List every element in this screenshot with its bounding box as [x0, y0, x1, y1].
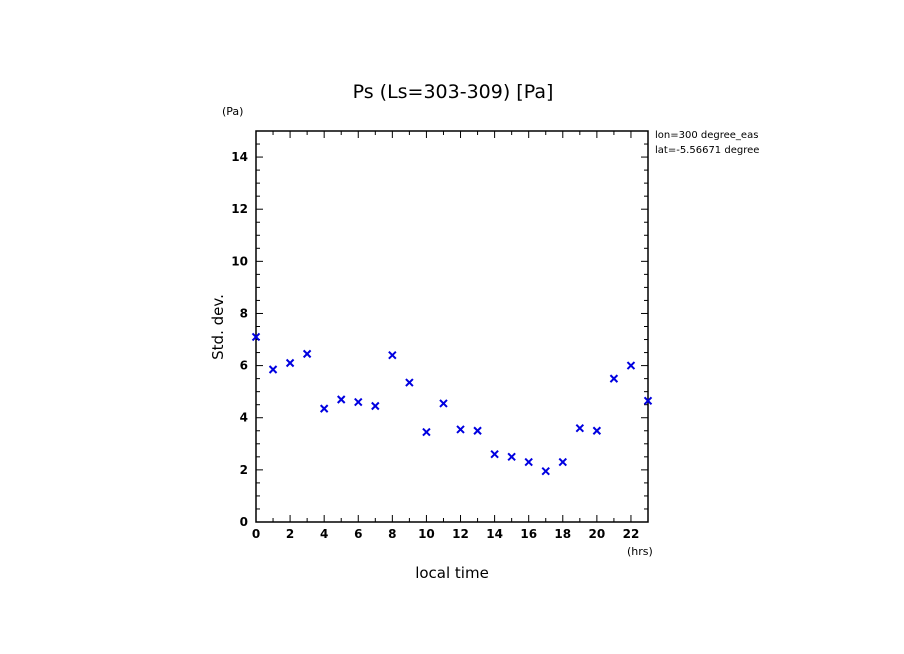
data-point-stroke	[541, 466, 550, 476]
data-point	[268, 365, 278, 374]
annotation-lon: lon=300 degree_eas	[655, 130, 758, 141]
x-tick-label: 8	[388, 527, 396, 541]
x-axis-title: local time	[415, 564, 489, 582]
data-point-stroke	[319, 404, 329, 413]
data-point	[371, 401, 380, 411]
data-point-stroke	[473, 426, 482, 435]
data-point	[405, 378, 414, 387]
data-point-stroke	[575, 423, 585, 433]
x-tick-label: 10	[418, 527, 435, 541]
y-tick-label: 8	[240, 306, 248, 320]
data-point	[609, 374, 619, 383]
data-point	[302, 349, 312, 359]
x-tick-label: 14	[486, 527, 503, 541]
data-point-stroke	[354, 397, 363, 407]
data-point	[354, 397, 363, 407]
x-tick-label: 2	[286, 527, 294, 541]
x-tick-label: 12	[452, 527, 469, 541]
data-point-stroke	[558, 457, 567, 467]
data-point	[541, 466, 550, 476]
data-point	[251, 332, 261, 342]
data-point-stroke	[268, 365, 278, 374]
data-point	[626, 361, 636, 370]
data-point-stroke	[456, 425, 465, 434]
y-tick-label: 4	[240, 411, 248, 425]
data-point	[285, 358, 295, 368]
annotation-lat: lat=-5.56671 degree	[655, 145, 759, 156]
data-point	[422, 427, 431, 437]
y-tick-label: 14	[231, 150, 248, 164]
data-point	[439, 399, 448, 408]
data-point-stroke	[507, 452, 516, 462]
plot-frame	[255, 130, 649, 523]
data-point	[524, 457, 533, 467]
data-point	[507, 452, 516, 462]
data-point-stroke	[524, 457, 533, 467]
data-point	[337, 395, 346, 404]
chart-title: Ps (Ls=303-309) [Pa]	[353, 81, 554, 103]
data-point-stroke	[422, 427, 431, 437]
data-point	[388, 350, 397, 360]
data-point-stroke	[285, 358, 295, 368]
data-point-stroke	[388, 350, 397, 360]
data-point	[558, 457, 567, 467]
data-point-stroke	[251, 332, 261, 342]
data-point	[643, 396, 653, 405]
axis-ticks: 0 2 4 6 8 10 12 14 16 18 20 22 0 2 4 6 8 10 12 14	[231, 130, 649, 541]
data-point-stroke	[609, 374, 619, 383]
y-tick-label: 10	[231, 254, 248, 268]
x-tick-label: 4	[320, 527, 328, 541]
y-unit-label: (Pa)	[222, 105, 243, 118]
data-point-stroke	[302, 349, 312, 359]
data-point-stroke	[490, 450, 499, 459]
x-unit-label: (hrs)	[627, 545, 653, 558]
data-point-stroke	[337, 395, 346, 404]
x-tick-label: 0	[252, 527, 260, 541]
data-point	[473, 426, 482, 435]
data-point-stroke	[405, 378, 414, 387]
x-tick-label: 18	[554, 527, 571, 541]
x-tick-label: 16	[520, 527, 537, 541]
data-point-stroke	[626, 361, 636, 370]
data-point	[456, 425, 465, 434]
y-tick-label: 2	[240, 463, 248, 477]
y-tick-label: 6	[240, 359, 248, 373]
data-point-stroke	[643, 396, 653, 405]
data-point-stroke	[439, 399, 448, 408]
x-tick-label: 20	[589, 527, 606, 541]
data-point	[490, 450, 499, 459]
data-point	[592, 426, 602, 435]
x-tick-label: 6	[354, 527, 362, 541]
data-points	[251, 332, 653, 476]
y-axis-title: Std. dev.	[209, 294, 227, 360]
data-point	[319, 404, 329, 413]
y-tick-label: 12	[231, 202, 248, 216]
x-tick-label: 22	[623, 527, 640, 541]
data-point-stroke	[371, 401, 380, 411]
y-tick-label: 0	[240, 515, 248, 529]
data-point-stroke	[592, 426, 602, 435]
data-point	[575, 423, 585, 433]
